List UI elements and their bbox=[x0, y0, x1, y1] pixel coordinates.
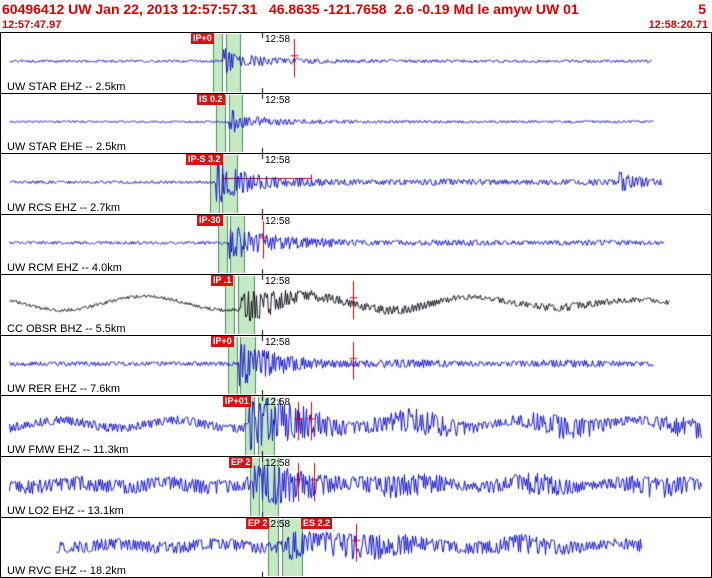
waveform-canvas bbox=[1, 517, 711, 578]
pick-flag[interactable]: IP-S 3.2 bbox=[186, 154, 223, 166]
minute-time-label: 12:58 bbox=[265, 336, 291, 348]
waveform-canvas bbox=[1, 396, 711, 456]
minute-time-label: 12:58 bbox=[265, 94, 291, 106]
station-label: UW STAR EHE -- 2.5km bbox=[7, 141, 126, 154]
pick-flag[interactable]: IS 0.2 bbox=[197, 93, 225, 105]
minute-time-label: 12:58 bbox=[265, 34, 291, 45]
station-label: CC OBSR BHZ -- 5.5km bbox=[7, 322, 126, 335]
minute-time-label: 12:58 bbox=[265, 215, 291, 227]
station-label: UW RVC EHZ -- 18.2km bbox=[7, 565, 126, 578]
waveform-canvas bbox=[1, 275, 711, 335]
trace-panel-uw-rcs-ehz[interactable]: IP-S 3.2 12:58 UW RCS EHZ -- 2.7km bbox=[1, 154, 711, 215]
waveform-canvas bbox=[1, 335, 711, 396]
waveform-canvas bbox=[1, 214, 711, 275]
trace-panel-uw-rvc-ehz[interactable]: EP 2 ES 2.2 12:58 UW RVC EHZ -- 18.2km bbox=[1, 517, 711, 578]
pick-flag[interactable]: IP+0 bbox=[191, 33, 214, 44]
minute-time-label: 12:58 bbox=[265, 276, 291, 288]
pick-flag[interactable]: IP+0 bbox=[211, 335, 234, 347]
minute-time-label: 12:58 bbox=[265, 457, 291, 469]
pick-flag[interactable]: ES 2.2 bbox=[301, 517, 333, 529]
event-header: 60496412 UW Jan 22, 2013 12:57:57.31 46.… bbox=[0, 0, 712, 17]
station-label: UW RER EHZ -- 7.6km bbox=[7, 383, 121, 396]
station-label: UW STAR EHZ -- 2.5km bbox=[7, 80, 126, 93]
window-start-time: 12:57:47.97 bbox=[2, 18, 62, 31]
station-label: UW LO2 EHZ -- 13.1km bbox=[7, 504, 124, 517]
minute-time-label: 12:58 bbox=[265, 518, 291, 530]
pick-flag[interactable]: EP 2 bbox=[246, 517, 270, 529]
station-label: UW FMW EHZ -- 11.3km bbox=[7, 443, 129, 456]
trace-panel-uw-star-ehz[interactable]: IP+0 12:58 UW STAR EHZ -- 2.5km bbox=[1, 33, 711, 94]
trace-panel-uw-rcm-ehz[interactable]: IP-30 12:58 UW RCM EHZ -- 4.0km bbox=[1, 214, 711, 276]
pick-flag[interactable]: IP-30 bbox=[197, 214, 223, 226]
trace-panel-uw-star-ehe[interactable]: IS 0.2 12:58 UW STAR EHE -- 2.5km bbox=[1, 93, 711, 155]
minute-time-label: 12:58 bbox=[265, 155, 291, 167]
trace-panel-cc-obsr-bhz[interactable]: IP .1 12:58 CC OBSR BHZ -- 5.5km bbox=[1, 275, 711, 336]
pick-flag[interactable]: IP+01 bbox=[223, 396, 251, 408]
window-end-time: 12:58:20.71 bbox=[648, 18, 708, 31]
event-right-number: 5 bbox=[698, 1, 706, 17]
trace-panel-uw-rer-ehz[interactable]: IP+0 12:58 UW RER EHZ -- 7.6km bbox=[1, 335, 711, 397]
event-summary: 60496412 UW Jan 22, 2013 12:57:57.31 46.… bbox=[2, 1, 579, 17]
minute-time-label: 12:58 bbox=[265, 397, 291, 409]
time-window-bar: 12:57:47.97 12:58:20.71 bbox=[0, 17, 712, 32]
trace-panel-uw-lo2-ehz[interactable]: EP 2 12:58 UW LO2 EHZ -- 13.1km bbox=[1, 456, 711, 518]
waveform-canvas bbox=[1, 456, 711, 517]
waveform-canvas bbox=[1, 154, 711, 214]
station-label: UW RCS EHZ -- 2.7km bbox=[7, 201, 121, 214]
waveform-canvas bbox=[1, 33, 711, 93]
pick-flag[interactable]: EP 2 bbox=[229, 456, 253, 468]
trace-panel-uw-fmw-ehz[interactable]: IP+01 12:58 UW FMW EHZ -- 11.3km bbox=[1, 396, 711, 457]
station-label: UW RCM EHZ -- 4.0km bbox=[7, 262, 122, 275]
pick-flag[interactable]: IP .1 bbox=[211, 275, 234, 287]
trace-stack: IP+0 12:58 UW STAR EHZ -- 2.5km IS 0.2 12:58… bbox=[0, 32, 712, 578]
waveform-canvas bbox=[1, 93, 711, 154]
